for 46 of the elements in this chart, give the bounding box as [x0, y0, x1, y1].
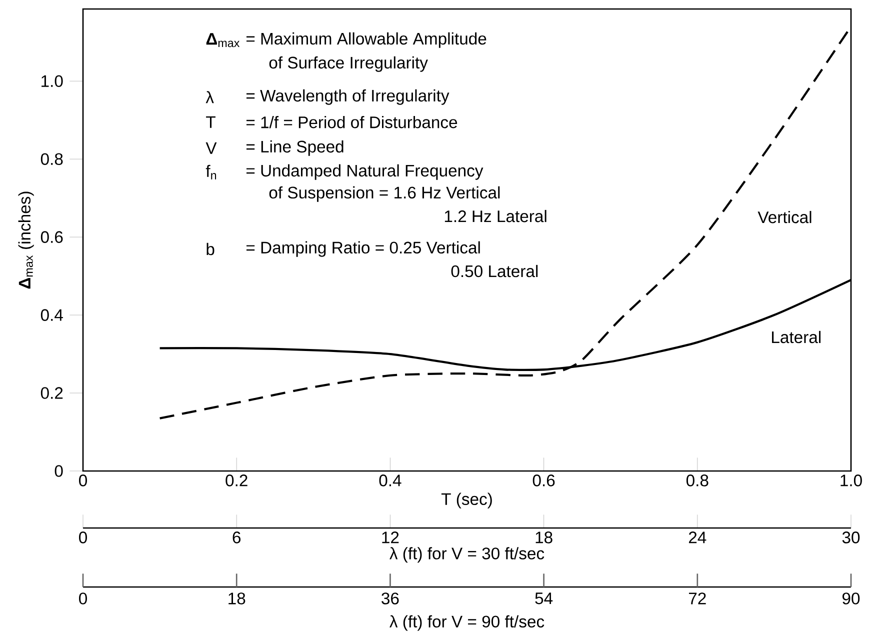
annotation: of Surface Irregularity [269, 56, 428, 72]
x-tick-label: 0.6 [532, 474, 555, 486]
x-tick-label: 0.2 [226, 474, 248, 486]
annotation: = Undamped Natural Frequency [246, 164, 484, 180]
annotation: 1.2 Hz Lateral [444, 210, 546, 222]
annotation: = Damping Ratio = 0.25 Vertical [246, 241, 480, 257]
text: 18 [228, 592, 246, 604]
annotation: = Line Speed [246, 140, 344, 156]
text: 72 [688, 592, 706, 604]
annotation: = 1/f = Period of Disturbance [246, 116, 458, 128]
annotation: = Wavelength of Irregularity [246, 89, 450, 105]
series-label: Vertical [758, 210, 812, 224]
y-tick-label: 0 [54, 465, 63, 477]
x2-tick-label: 0 [79, 532, 87, 544]
annotation: = Maximum Allowable Amplitude [246, 32, 486, 48]
x-tick-label: 0 [79, 474, 87, 486]
y-tick-label: 0.4 [40, 309, 63, 321]
annotation: b [206, 242, 214, 256]
text: 36 [382, 592, 399, 604]
annotation: of Suspension = 1.6 Hz Vertical [269, 186, 500, 202]
series-label: Lateral [772, 330, 821, 344]
annotation: V [206, 142, 217, 154]
annotation: Δ$_{max}$ [206, 33, 240, 48]
y-axis-title: Δ$_{max}$ (inches) [18, 192, 34, 289]
x2-tick-label: 6 [232, 532, 240, 544]
annotation: T [206, 116, 216, 128]
annotation: 0.50 Lateral [451, 264, 538, 278]
x-tick-label: 0.8 [686, 474, 708, 486]
text: 54 [535, 592, 553, 604]
annotation: f$_{n}$ [206, 164, 216, 180]
annotation: λ [206, 91, 214, 104]
x2-axis-title: λ (ft) for V = 30 ft/sec [390, 547, 544, 563]
x2-tick-label: 24 [688, 532, 706, 544]
x-tick-label: 1.0 [840, 474, 862, 486]
y-tick-label: 0.6 [40, 231, 63, 243]
y-tick-label: 0.2 [40, 387, 63, 399]
x-axis-title: T (sec) [441, 492, 492, 508]
y-tick-label: 0.8 [40, 153, 63, 165]
x2-tick-label: 30 [842, 532, 860, 544]
text: 0 [79, 592, 87, 604]
text: 90 [842, 592, 860, 604]
y-tick-label: 1.0 [42, 75, 63, 88]
x-tick-label: 0.4 [379, 474, 402, 486]
text: λ (ft) for V = 90 ft/sec [390, 615, 544, 631]
x2-tick-label: 18 [536, 532, 552, 544]
x2-tick-label: 12 [382, 532, 399, 544]
